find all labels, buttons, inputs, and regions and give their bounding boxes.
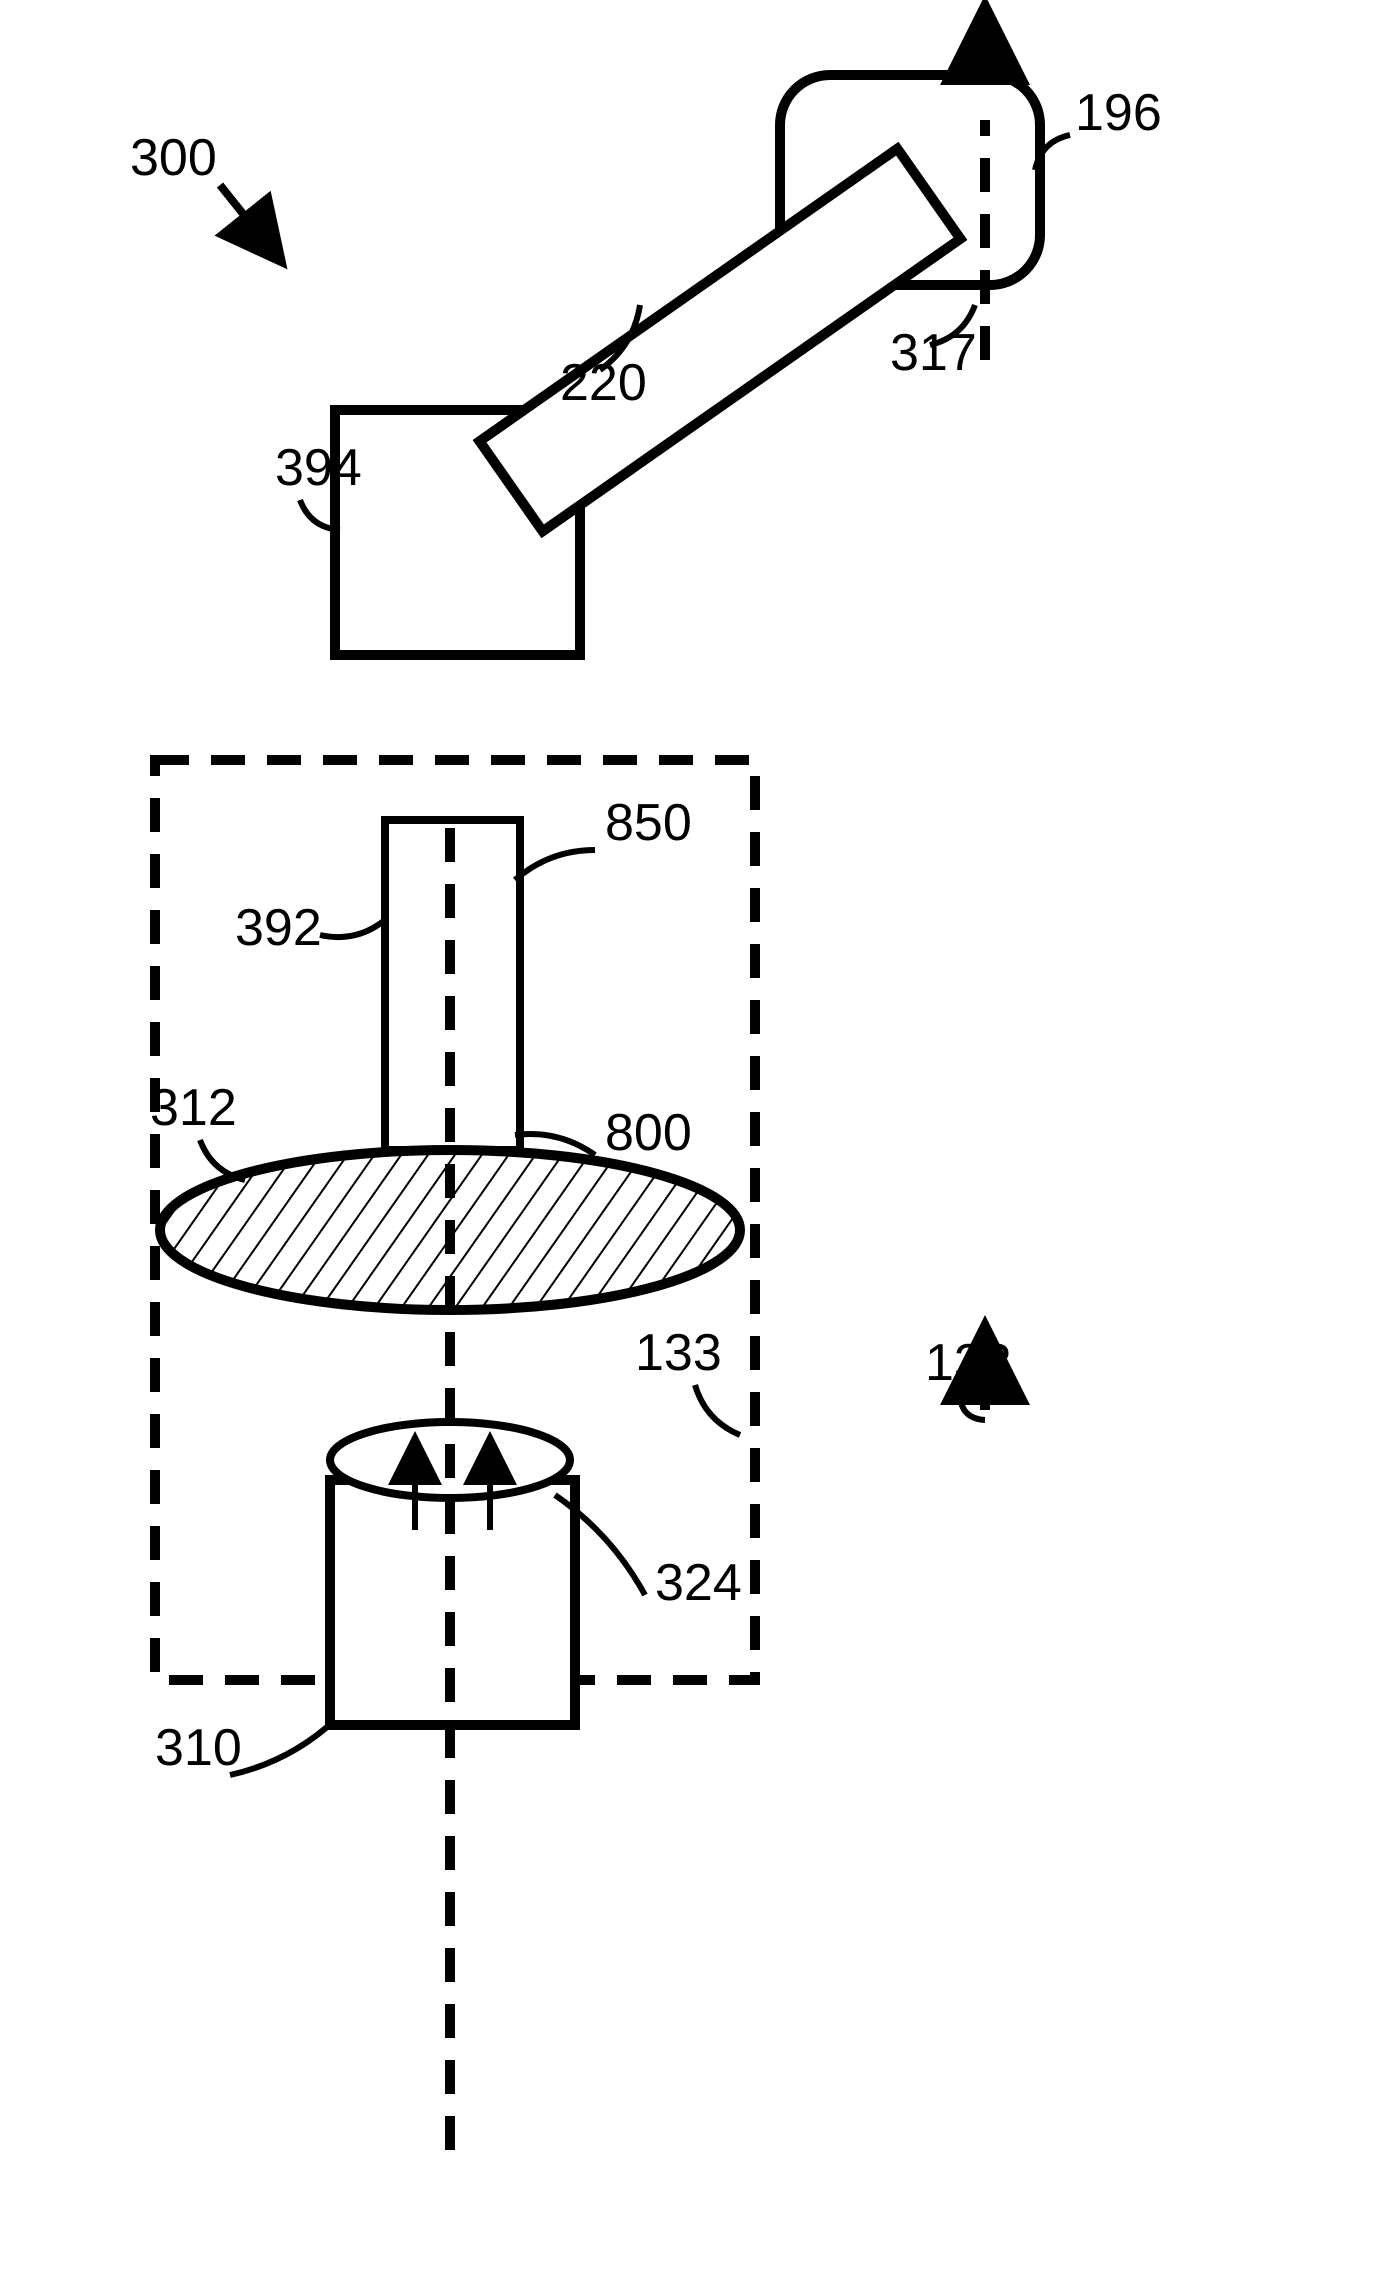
leader-300 (220, 185, 280, 260)
label-l800: 800 (605, 1104, 692, 1162)
label-l324: 324 (655, 1554, 742, 1612)
block-220 (480, 149, 961, 532)
label-l317: 317 (890, 324, 977, 382)
leader-l850 (515, 850, 595, 880)
label-l394: 394 (275, 439, 362, 497)
label-l300: 300 (130, 129, 217, 187)
label-l133a: 133 (635, 1324, 722, 1382)
label-l850: 850 (605, 794, 692, 852)
label-l133b: 133 (925, 1334, 1012, 1392)
leader-l392 (320, 920, 385, 937)
leader-l133a (695, 1385, 740, 1435)
block-392 (385, 820, 520, 1150)
label-l196: 196 (1075, 84, 1162, 142)
leader-l310 (230, 1720, 335, 1775)
diagram-root: 300 196 220 394 317 850 392 800 312 133 324 310 133 (0, 0, 1373, 2271)
label-l392: 392 (235, 899, 322, 957)
label-l312: 312 (150, 1079, 237, 1137)
label-l220: 220 (560, 354, 647, 412)
label-l310: 310 (155, 1719, 242, 1777)
